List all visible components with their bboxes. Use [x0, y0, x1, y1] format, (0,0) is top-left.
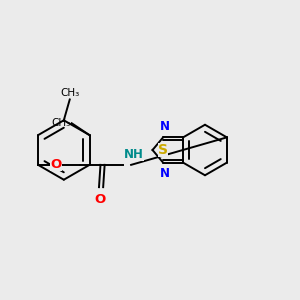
Text: CH₃: CH₃	[60, 88, 80, 98]
Text: S: S	[158, 143, 168, 157]
Text: N: N	[160, 120, 170, 133]
Text: N: N	[160, 167, 170, 180]
Text: CH₃: CH₃	[51, 118, 70, 128]
Text: O: O	[50, 158, 62, 171]
Text: O: O	[95, 193, 106, 206]
Text: NH: NH	[124, 148, 144, 161]
